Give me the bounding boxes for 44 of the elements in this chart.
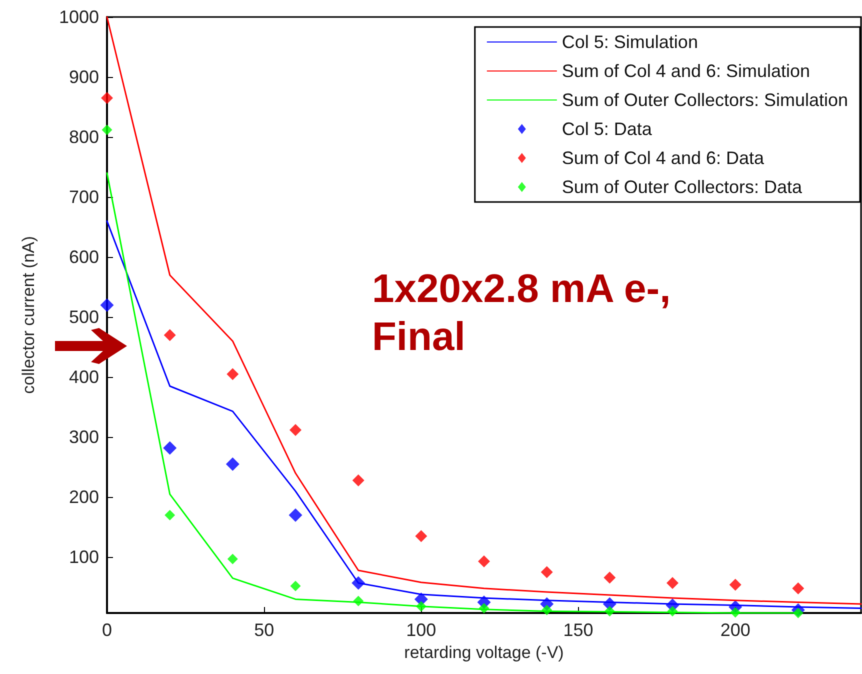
point [666, 576, 678, 589]
y-tick-label: 500 [68, 307, 99, 328]
point [164, 510, 176, 520]
point [729, 578, 742, 591]
annotation: 1x20x2.8 mA e-, Final [372, 267, 682, 359]
legend-label: Sum of Outer Collectors: Data [562, 177, 803, 197]
point [604, 572, 616, 584]
x-tick-label: 100 [406, 620, 436, 640]
point [288, 508, 302, 522]
legend-label: Col 5: Data [562, 119, 653, 139]
point [226, 457, 240, 471]
y-tick-label: 200 [68, 487, 99, 508]
y-tick-label: 300 [68, 427, 99, 448]
point [290, 424, 302, 436]
point [540, 566, 553, 578]
y-tick-label: 1000 [58, 7, 99, 27]
point [227, 554, 238, 564]
x-tick-label: 0 [102, 620, 112, 640]
legend-label: Sum of Col 4 and 6: Simulation [562, 61, 810, 81]
x-tick-label: 200 [720, 620, 750, 640]
y-axis-title: collector current (nA) [19, 236, 38, 394]
x-axis-title: retarding voltage (-V) [404, 642, 564, 662]
y-tick-label: 900 [68, 67, 99, 88]
legend-label: Col 5: Simulation [562, 32, 698, 52]
point [102, 124, 112, 136]
point [792, 582, 804, 594]
point [290, 580, 301, 592]
x-tick-label: 150 [563, 620, 594, 640]
point [415, 530, 428, 542]
y-tick-label: 400 [68, 367, 99, 388]
point [100, 298, 114, 312]
y-tick-label: 600 [68, 247, 99, 268]
y-tick-label: 700 [68, 187, 99, 208]
legend-label: Sum of Outer Collectors: Simulation [562, 90, 848, 110]
point [164, 329, 176, 342]
point [101, 92, 113, 104]
point [163, 441, 177, 455]
legend-label: Sum of Col 4 and 6: Data [562, 148, 765, 168]
point [478, 555, 490, 568]
x-tick-label: 50 [254, 620, 274, 640]
point [352, 474, 364, 486]
point [226, 368, 239, 380]
y-tick-label: 800 [68, 127, 99, 148]
y-tick-label: 100 [68, 547, 99, 568]
